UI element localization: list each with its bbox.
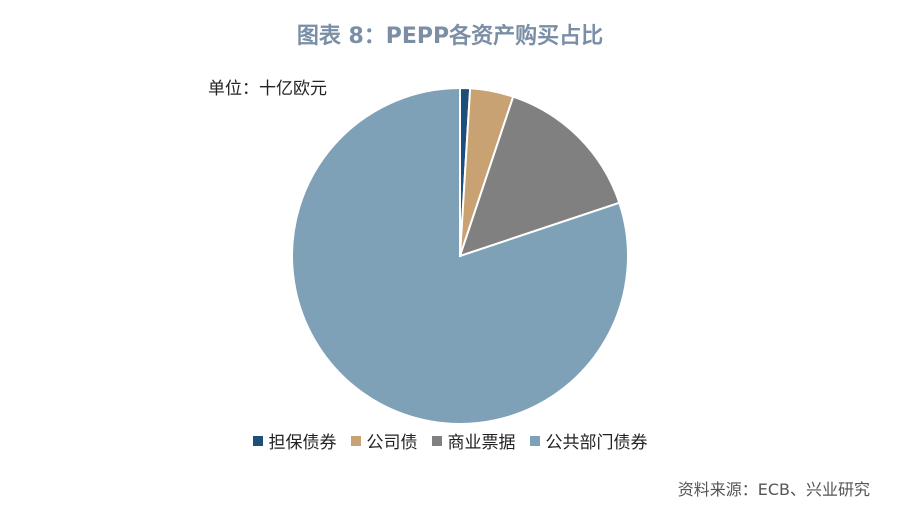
legend-swatch [529,435,540,446]
source-note: 资料来源：ECB、兴业研究 [677,480,870,499]
chart-title: 图表 8：PEPP各资产购买占比 [296,24,604,49]
legend-item-4: 公共部门债券 [529,428,648,453]
legend-label: 担保债券 [268,433,337,453]
pie-slice-4 [291,86,629,425]
legend-label: 商业票据 [447,433,516,453]
legend-label: 公司债 [366,433,418,453]
pie-slice-3 [458,95,621,258]
unit-label: 单位：十亿欧元 [208,79,327,99]
legend-item-2: 公司债 [350,428,418,453]
legend-swatch [431,435,442,446]
legend-swatch [350,435,361,446]
legend: 担保债券 公司债 商业票据 公共部门债券 [0,428,900,453]
legend-label: 公共部门债券 [545,433,648,453]
legend-swatch [252,435,263,446]
legend-item-1: 担保债券 [252,428,337,453]
legend-item-3: 商业票据 [431,428,516,453]
